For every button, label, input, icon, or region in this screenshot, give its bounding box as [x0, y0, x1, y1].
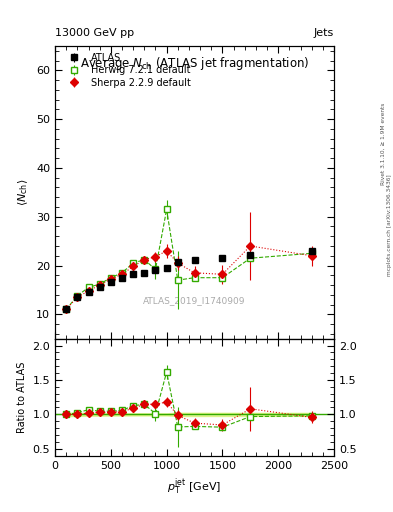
Text: Rivet 3.1.10, ≥ 1.9M events: Rivet 3.1.10, ≥ 1.9M events — [381, 102, 386, 184]
Legend: ATLAS, Herwig 7.2.1 default, Sherpa 2.2.9 default: ATLAS, Herwig 7.2.1 default, Sherpa 2.2.… — [60, 51, 193, 90]
Text: 13000 GeV pp: 13000 GeV pp — [55, 28, 134, 38]
Text: mcplots.cern.ch [arXiv:1306.3436]: mcplots.cern.ch [arXiv:1306.3436] — [387, 175, 391, 276]
X-axis label: $p_\mathrm{T}^\mathrm{jet}$ [GeV]: $p_\mathrm{T}^\mathrm{jet}$ [GeV] — [167, 476, 222, 497]
Text: ATLAS_2019_I1740909: ATLAS_2019_I1740909 — [143, 296, 246, 305]
Text: Average $N_{\rm ch}$ (ATLAS jet fragmentation): Average $N_{\rm ch}$ (ATLAS jet fragment… — [80, 55, 309, 72]
Y-axis label: $\langle N_\mathrm{ch} \rangle$: $\langle N_\mathrm{ch} \rangle$ — [17, 179, 31, 206]
Y-axis label: Ratio to ATLAS: Ratio to ATLAS — [17, 361, 27, 433]
Text: Jets: Jets — [314, 28, 334, 38]
